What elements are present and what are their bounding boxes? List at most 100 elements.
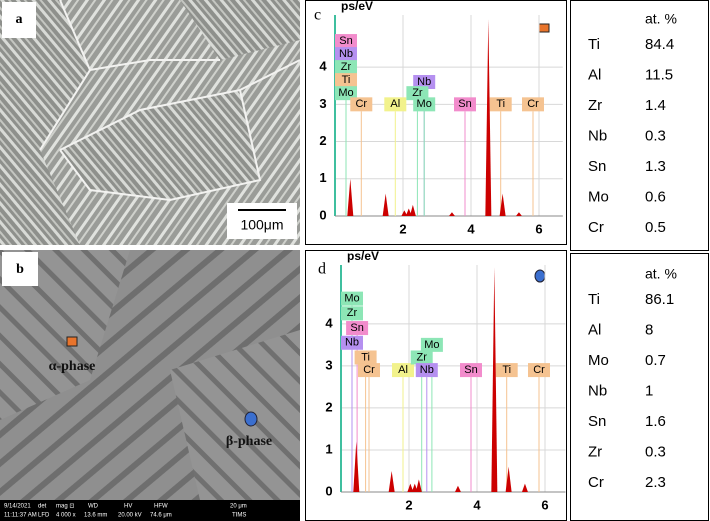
info-text: HFW [154, 504, 168, 510]
y-axis-label: ps/eV [341, 0, 373, 13]
element-tag [413, 97, 436, 112]
value-cell: 8 [645, 321, 653, 338]
phase-label: β-phase [226, 434, 272, 449]
info-text: mag ⊡ [56, 504, 74, 510]
label-box [2, 2, 36, 38]
element-label: Cr [527, 98, 539, 110]
spectrum-frame [305, 250, 567, 521]
y-tick-label: 2 [325, 399, 332, 414]
element-cell: Nb [588, 127, 607, 144]
element-tag [495, 363, 518, 378]
grain [60, 0, 300, 200]
info-text: HV [124, 504, 132, 510]
grain-boundary [39, 0, 301, 202]
y-tick-label: 3 [325, 357, 332, 372]
peak [499, 193, 506, 216]
element-label: Cr [533, 364, 545, 376]
info-text: 9/14/2021 [4, 504, 31, 510]
element-tag [335, 60, 357, 75]
grain [0, 0, 90, 245]
peak [505, 466, 512, 492]
value-cell: 86.1 [645, 291, 674, 308]
element-cell: Mo [588, 188, 609, 205]
peak [405, 208, 412, 216]
element-tag [392, 363, 414, 378]
info-text: 4 000 x [56, 513, 76, 519]
element-label: Nb [339, 48, 353, 60]
peak [485, 18, 492, 216]
peak [415, 479, 422, 492]
element-cell: Cr [588, 219, 604, 236]
element-tag [341, 306, 363, 321]
alpha-marker [538, 23, 550, 33]
element-tag [522, 97, 544, 112]
value-cell: 0.3 [645, 443, 666, 460]
element-label: Ti [496, 98, 505, 110]
element-tag [454, 97, 476, 112]
element-label: Mo [417, 98, 432, 110]
element-label: Mo [424, 339, 439, 351]
element-label: Mo [338, 87, 353, 99]
phase-label: α-phase [49, 359, 96, 374]
element-tag [415, 363, 438, 378]
element-label: Cr [363, 364, 375, 376]
element-label: Ti [502, 364, 511, 376]
element-cell: Al [588, 321, 601, 338]
element-tag [410, 350, 433, 365]
element-tag [413, 75, 436, 89]
label-box [2, 252, 38, 286]
value-cell: 0.3 [645, 127, 666, 144]
element-tag [420, 337, 443, 352]
panel-label: a [16, 12, 23, 27]
peak [353, 441, 360, 492]
element-cell: Sn [588, 413, 606, 430]
panel-label: b [16, 262, 24, 277]
beta-marker [534, 269, 546, 283]
element-cell: Ti [588, 36, 600, 53]
info-text: det [38, 504, 47, 510]
value-cell: 11.5 [645, 66, 673, 83]
lamella-colony [0, 250, 300, 500]
element-tag [335, 34, 357, 49]
element-label: Ti [361, 351, 370, 363]
element-label: Cr [355, 98, 367, 110]
element-cell: Zr [588, 443, 602, 460]
element-tag [341, 291, 363, 306]
element-tag [384, 97, 407, 112]
element-tag [335, 86, 357, 101]
y-axis-label: ps/eV [347, 249, 379, 263]
x-tick-label: 4 [467, 221, 475, 236]
element-cell: Sn [588, 158, 606, 175]
element-cell: Nb [588, 382, 607, 399]
peak [411, 483, 418, 492]
element-tag [341, 335, 363, 350]
element-label: Al [398, 364, 408, 376]
y-tick-label: 2 [319, 133, 326, 148]
value-cell: 0.5 [645, 219, 666, 236]
scale-bar-label: 100μm [240, 217, 283, 233]
element-label: Nb [345, 337, 359, 349]
peak [409, 204, 416, 216]
y-tick-label: 3 [319, 96, 326, 111]
element-label: Zr [341, 61, 352, 73]
info-text: WD [88, 504, 99, 510]
table-header: at. % [645, 11, 677, 27]
element-label: Zr [417, 351, 428, 363]
peak [521, 483, 528, 492]
info-text: 11:11:37 AM [4, 513, 37, 519]
element-label: Zr [347, 307, 358, 319]
x-tick-label: 2 [405, 497, 412, 512]
peak [388, 470, 395, 492]
table-frame [570, 253, 709, 521]
element-label: Ti [342, 74, 351, 86]
panel-label: d [318, 261, 326, 278]
value-cell: 2.3 [645, 474, 666, 491]
element-label: Al [390, 98, 400, 110]
info-text: 13.6 mm [84, 513, 107, 519]
peak [515, 212, 522, 216]
element-tag [354, 350, 377, 365]
element-label: Sn [350, 322, 363, 334]
element-label: Mo [344, 293, 359, 305]
